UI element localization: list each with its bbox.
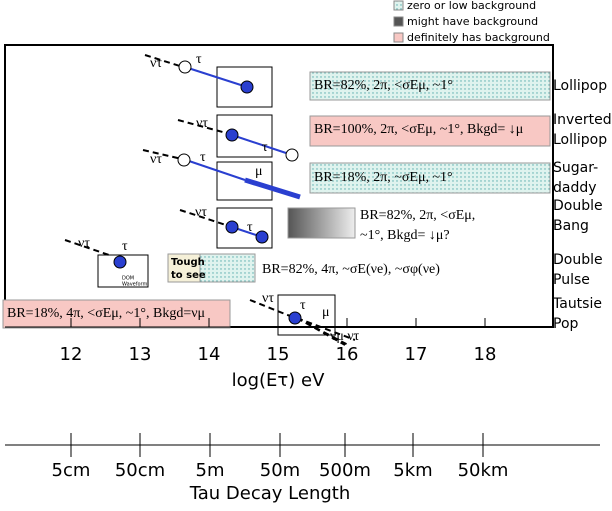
- event-name: Lollipop: [553, 132, 607, 148]
- tick-label: 5cm: [52, 460, 91, 481]
- track: [296, 317, 356, 341]
- vertex: [285, 148, 299, 162]
- track: [184, 66, 248, 88]
- dom-label: DOM: [122, 276, 134, 282]
- note: Tough: [171, 257, 205, 268]
- symbol: μ: [322, 305, 330, 320]
- track: [185, 159, 246, 181]
- symbol: ντ: [262, 291, 274, 306]
- track: [142, 149, 183, 160]
- event-name: Double: [553, 252, 603, 268]
- event-name: Pop: [553, 316, 579, 332]
- tick-label: 18: [474, 344, 497, 365]
- tick-label: 13: [129, 344, 152, 365]
- symbol: μ: [255, 164, 263, 179]
- event-name: daddy: [553, 180, 597, 196]
- branching-text: BR=82%, 2π, <σEμ,: [360, 208, 475, 223]
- dom-label: Waveform: [122, 282, 148, 288]
- legend-swatch: [393, 0, 404, 11]
- background-box: [287, 207, 356, 239]
- tick-label: 16: [336, 344, 359, 365]
- symbol: νμ ντ: [330, 329, 360, 344]
- note: to see: [171, 270, 206, 281]
- tick-label: 14: [198, 344, 221, 365]
- branching-text: ~1°, Bkgd= ↓μ?: [360, 228, 450, 243]
- background-box: [199, 253, 256, 283]
- symbol: τ: [247, 220, 253, 235]
- background-box: [309, 115, 551, 147]
- track: [64, 239, 113, 257]
- background-box: [309, 71, 551, 101]
- symbol: τ: [122, 239, 128, 254]
- vertex: [240, 80, 254, 94]
- vertex: [225, 128, 239, 142]
- symbol: τ: [262, 140, 268, 155]
- symbol: τ: [300, 298, 306, 313]
- symbol: ντ: [150, 56, 162, 71]
- symbol: τ: [196, 52, 202, 67]
- note-box: [167, 253, 201, 283]
- tick-label: 15: [267, 344, 290, 365]
- vertex: [255, 230, 269, 244]
- symbol: ντ: [150, 152, 162, 167]
- tick-label: 50cm: [115, 460, 165, 481]
- branching-text: BR=18%, 4π, <σEμ, ~1°, Bkgd=νμ: [7, 306, 205, 321]
- event-frame: [216, 114, 273, 158]
- legend-label: might have background: [407, 15, 538, 28]
- dom: [113, 255, 127, 269]
- symbol: ντ: [196, 116, 208, 131]
- tick-label: 5km: [393, 460, 432, 481]
- tick-label: 50km: [458, 460, 509, 481]
- axis-label: Tau Decay Length: [189, 483, 351, 504]
- symbol: ντ: [195, 205, 207, 220]
- vertex: [288, 311, 302, 325]
- tick-label: 50m: [260, 460, 300, 481]
- vertex: [178, 60, 192, 74]
- tick-label: 5m: [196, 460, 225, 481]
- legend-swatch: [393, 32, 404, 43]
- event-frame: [216, 161, 273, 201]
- event-name: Inverted: [553, 112, 612, 128]
- track: [249, 299, 296, 319]
- branching-text: BR=82%, 2π, <σEμ, ~1°: [314, 78, 453, 93]
- axis-label: log(Eτ) eV: [232, 370, 325, 391]
- tick-label: 17: [405, 344, 428, 365]
- track: [177, 119, 231, 135]
- event-name: Lollipop: [553, 78, 607, 94]
- branching-text: BR=100%, 2π, <σEμ, ~1°, Bkgd= ↓μ: [314, 122, 523, 137]
- tick-label: 12: [60, 344, 83, 365]
- background-box: [2, 299, 231, 329]
- event-frame: [97, 254, 149, 288]
- event-name: Double: [553, 198, 603, 214]
- track: [144, 54, 184, 68]
- legend-swatch: [393, 16, 404, 27]
- track: [231, 134, 293, 156]
- event-name: Pulse: [553, 272, 590, 288]
- branching-text: BR=82%, 4π, ~σE(νe), ~σφ(νe): [262, 262, 440, 277]
- branching-text: BR=18%, 2π, ~σEμ, ~1°: [314, 170, 453, 185]
- symbol: ντ: [78, 236, 90, 251]
- event-frame: [216, 66, 273, 108]
- track: [179, 209, 230, 227]
- symbol: τ: [200, 150, 206, 165]
- event-name: Bang: [553, 218, 589, 234]
- legend-label: zero or low background: [407, 0, 536, 12]
- event-frame: [277, 294, 336, 336]
- background-box: [309, 162, 551, 194]
- event-name: Sugar-: [553, 160, 598, 176]
- legend-label: definitely has background: [407, 31, 550, 44]
- event-frame: [216, 207, 273, 249]
- vertex: [177, 153, 191, 167]
- vertex: [225, 220, 239, 234]
- event-name: Tautsie: [552, 296, 602, 312]
- tick-label: 500m: [319, 460, 371, 481]
- track: [244, 177, 301, 200]
- track: [296, 317, 346, 346]
